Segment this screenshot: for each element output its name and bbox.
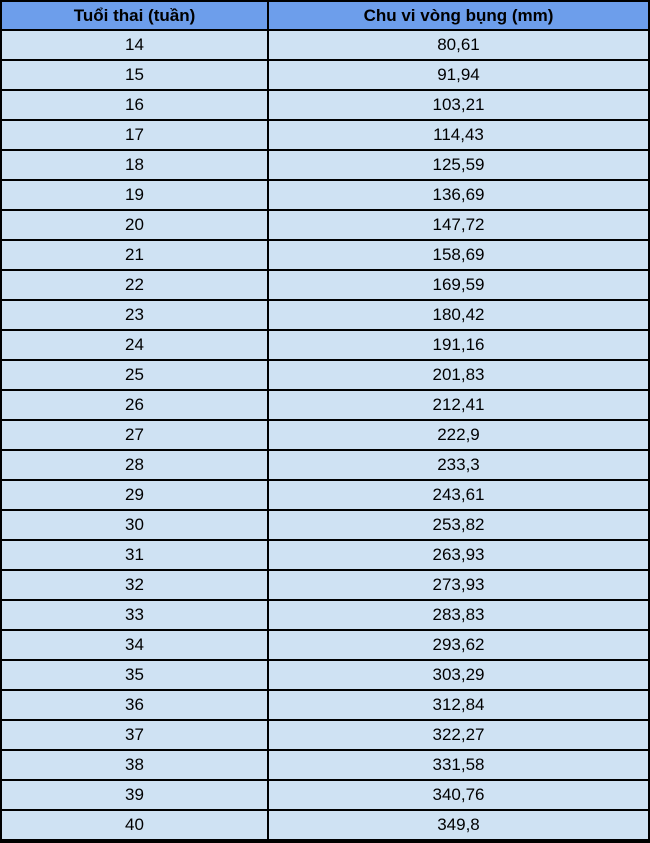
cell-abdominal-circumference: 283,83 (267, 599, 648, 631)
table-row: 24 191,16 (2, 329, 648, 361)
table-row: 19 136,69 (2, 179, 648, 211)
cell-gestational-week: 23 (2, 299, 269, 331)
table-row: 22 169,59 (2, 269, 648, 301)
cell-gestational-week: 17 (2, 119, 269, 151)
cell-gestational-week: 20 (2, 209, 269, 241)
cell-abdominal-circumference: 158,69 (267, 239, 648, 271)
cell-gestational-week: 29 (2, 479, 269, 511)
table-row: 14 80,61 (2, 29, 648, 61)
table-row: 32 273,93 (2, 569, 648, 601)
cell-gestational-week: 35 (2, 659, 269, 691)
cell-abdominal-circumference: 253,82 (267, 509, 648, 541)
table-row: 29 243,61 (2, 479, 648, 511)
table-row: 30 253,82 (2, 509, 648, 541)
cell-abdominal-circumference: 180,42 (267, 299, 648, 331)
cell-abdominal-circumference: 125,59 (267, 149, 648, 181)
header-gestational-age: Tuổi thai (tuần) (2, 2, 269, 31)
cell-abdominal-circumference: 103,21 (267, 89, 648, 121)
cell-gestational-week: 15 (2, 59, 269, 91)
cell-gestational-week: 31 (2, 539, 269, 571)
table-row: 26 212,41 (2, 389, 648, 421)
cell-abdominal-circumference: 147,72 (267, 209, 648, 241)
cell-gestational-week: 14 (2, 29, 269, 61)
cell-abdominal-circumference: 312,84 (267, 689, 648, 721)
cell-abdominal-circumference: 222,9 (267, 419, 648, 451)
cell-gestational-week: 24 (2, 329, 269, 361)
table-body: 14 80,61 15 91,94 16 103,21 17 114,43 18 125,59 19… (2, 29, 648, 839)
table-row: 23 180,42 (2, 299, 648, 331)
cell-gestational-week: 34 (2, 629, 269, 661)
cell-abdominal-circumference: 349,8 (267, 809, 648, 839)
table-row: 20 147,72 (2, 209, 648, 241)
table-row: 33 283,83 (2, 599, 648, 631)
cell-abdominal-circumference: 331,58 (267, 749, 648, 781)
cell-abdominal-circumference: 243,61 (267, 479, 648, 511)
cell-gestational-week: 22 (2, 269, 269, 301)
cell-abdominal-circumference: 263,93 (267, 539, 648, 571)
cell-abdominal-circumference: 322,27 (267, 719, 648, 751)
cell-abdominal-circumference: 136,69 (267, 179, 648, 211)
table-row: 31 263,93 (2, 539, 648, 571)
cell-abdominal-circumference: 340,76 (267, 779, 648, 811)
table-row: 37 322,27 (2, 719, 648, 751)
cell-gestational-week: 18 (2, 149, 269, 181)
table-row: 34 293,62 (2, 629, 648, 661)
cell-gestational-week: 16 (2, 89, 269, 121)
cell-gestational-week: 33 (2, 599, 269, 631)
cell-gestational-week: 21 (2, 239, 269, 271)
cell-gestational-week: 28 (2, 449, 269, 481)
cell-abdominal-circumference: 293,62 (267, 629, 648, 661)
cell-gestational-week: 32 (2, 569, 269, 601)
cell-gestational-week: 38 (2, 749, 269, 781)
cell-abdominal-circumference: 212,41 (267, 389, 648, 421)
cell-abdominal-circumference: 303,29 (267, 659, 648, 691)
cell-gestational-week: 27 (2, 419, 269, 451)
cell-gestational-week: 30 (2, 509, 269, 541)
header-abdominal-circumference: Chu vi vòng bụng (mm) (267, 2, 648, 31)
table-row: 18 125,59 (2, 149, 648, 181)
cell-gestational-week: 37 (2, 719, 269, 751)
table-row: 39 340,76 (2, 779, 648, 811)
cell-abdominal-circumference: 169,59 (267, 269, 648, 301)
table-row: 16 103,21 (2, 89, 648, 121)
cell-gestational-week: 40 (2, 809, 269, 839)
table-row: 15 91,94 (2, 59, 648, 91)
header-row: Tuổi thai (tuần) Chu vi vòng bụng (mm) (2, 2, 648, 31)
cell-abdominal-circumference: 80,61 (267, 29, 648, 61)
cell-gestational-week: 19 (2, 179, 269, 211)
cell-gestational-week: 39 (2, 779, 269, 811)
table-row: 35 303,29 (2, 659, 648, 691)
table-row: 40 349,8 (2, 809, 648, 839)
cell-gestational-week: 25 (2, 359, 269, 391)
table-row: 21 158,69 (2, 239, 648, 271)
cell-abdominal-circumference: 273,93 (267, 569, 648, 601)
table-row: 38 331,58 (2, 749, 648, 781)
cell-abdominal-circumference: 191,16 (267, 329, 648, 361)
table-row: 36 312,84 (2, 689, 648, 721)
table-row: 28 233,3 (2, 449, 648, 481)
cell-abdominal-circumference: 91,94 (267, 59, 648, 91)
cell-abdominal-circumference: 201,83 (267, 359, 648, 391)
table-header: Tuổi thai (tuần) Chu vi vòng bụng (mm) (2, 2, 648, 31)
table-row: 27 222,9 (2, 419, 648, 451)
table-row: 17 114,43 (2, 119, 648, 151)
cell-gestational-week: 36 (2, 689, 269, 721)
cell-gestational-week: 26 (2, 389, 269, 421)
cell-abdominal-circumference: 114,43 (267, 119, 648, 151)
cell-abdominal-circumference: 233,3 (267, 449, 648, 481)
table-row: 25 201,83 (2, 359, 648, 391)
